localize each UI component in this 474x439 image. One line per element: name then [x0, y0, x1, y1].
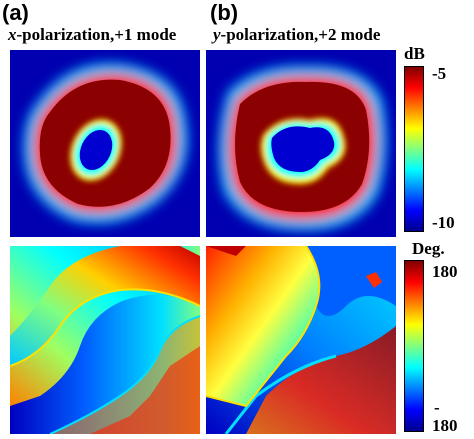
- phase-map-a: [10, 246, 200, 434]
- title-b-pol: y: [213, 25, 221, 44]
- title-a: x-polarization,+1 mode: [8, 25, 176, 45]
- title-a-pol: x: [8, 25, 17, 44]
- colorbar-amp-min: -10: [432, 213, 455, 232]
- amplitude-map-a: [10, 50, 200, 237]
- colorbar-phase: [404, 260, 424, 432]
- colorbar-phase-unit: Deg.: [412, 239, 445, 258]
- colorbar-phase-max: 180: [432, 262, 458, 281]
- colorbar-amp-max: -5: [432, 64, 447, 83]
- colorbar-phase-min-sign: -: [434, 398, 440, 417]
- title-a-text: -polarization,+1 mode: [16, 25, 177, 44]
- panel-label-a: (a): [2, 0, 29, 25]
- panel-label-b: (b): [210, 0, 239, 25]
- amplitude-map-b: [206, 50, 396, 237]
- colorbar-amp-unit: dB: [404, 44, 425, 63]
- title-b: y-polarization,+2 mode: [213, 25, 380, 45]
- phase-map-b: [206, 246, 396, 434]
- colorbar-phase-min-val: 180: [432, 416, 458, 435]
- colorbar-amp: [404, 66, 424, 232]
- title-b-text: -polarization,+2 mode: [220, 25, 381, 44]
